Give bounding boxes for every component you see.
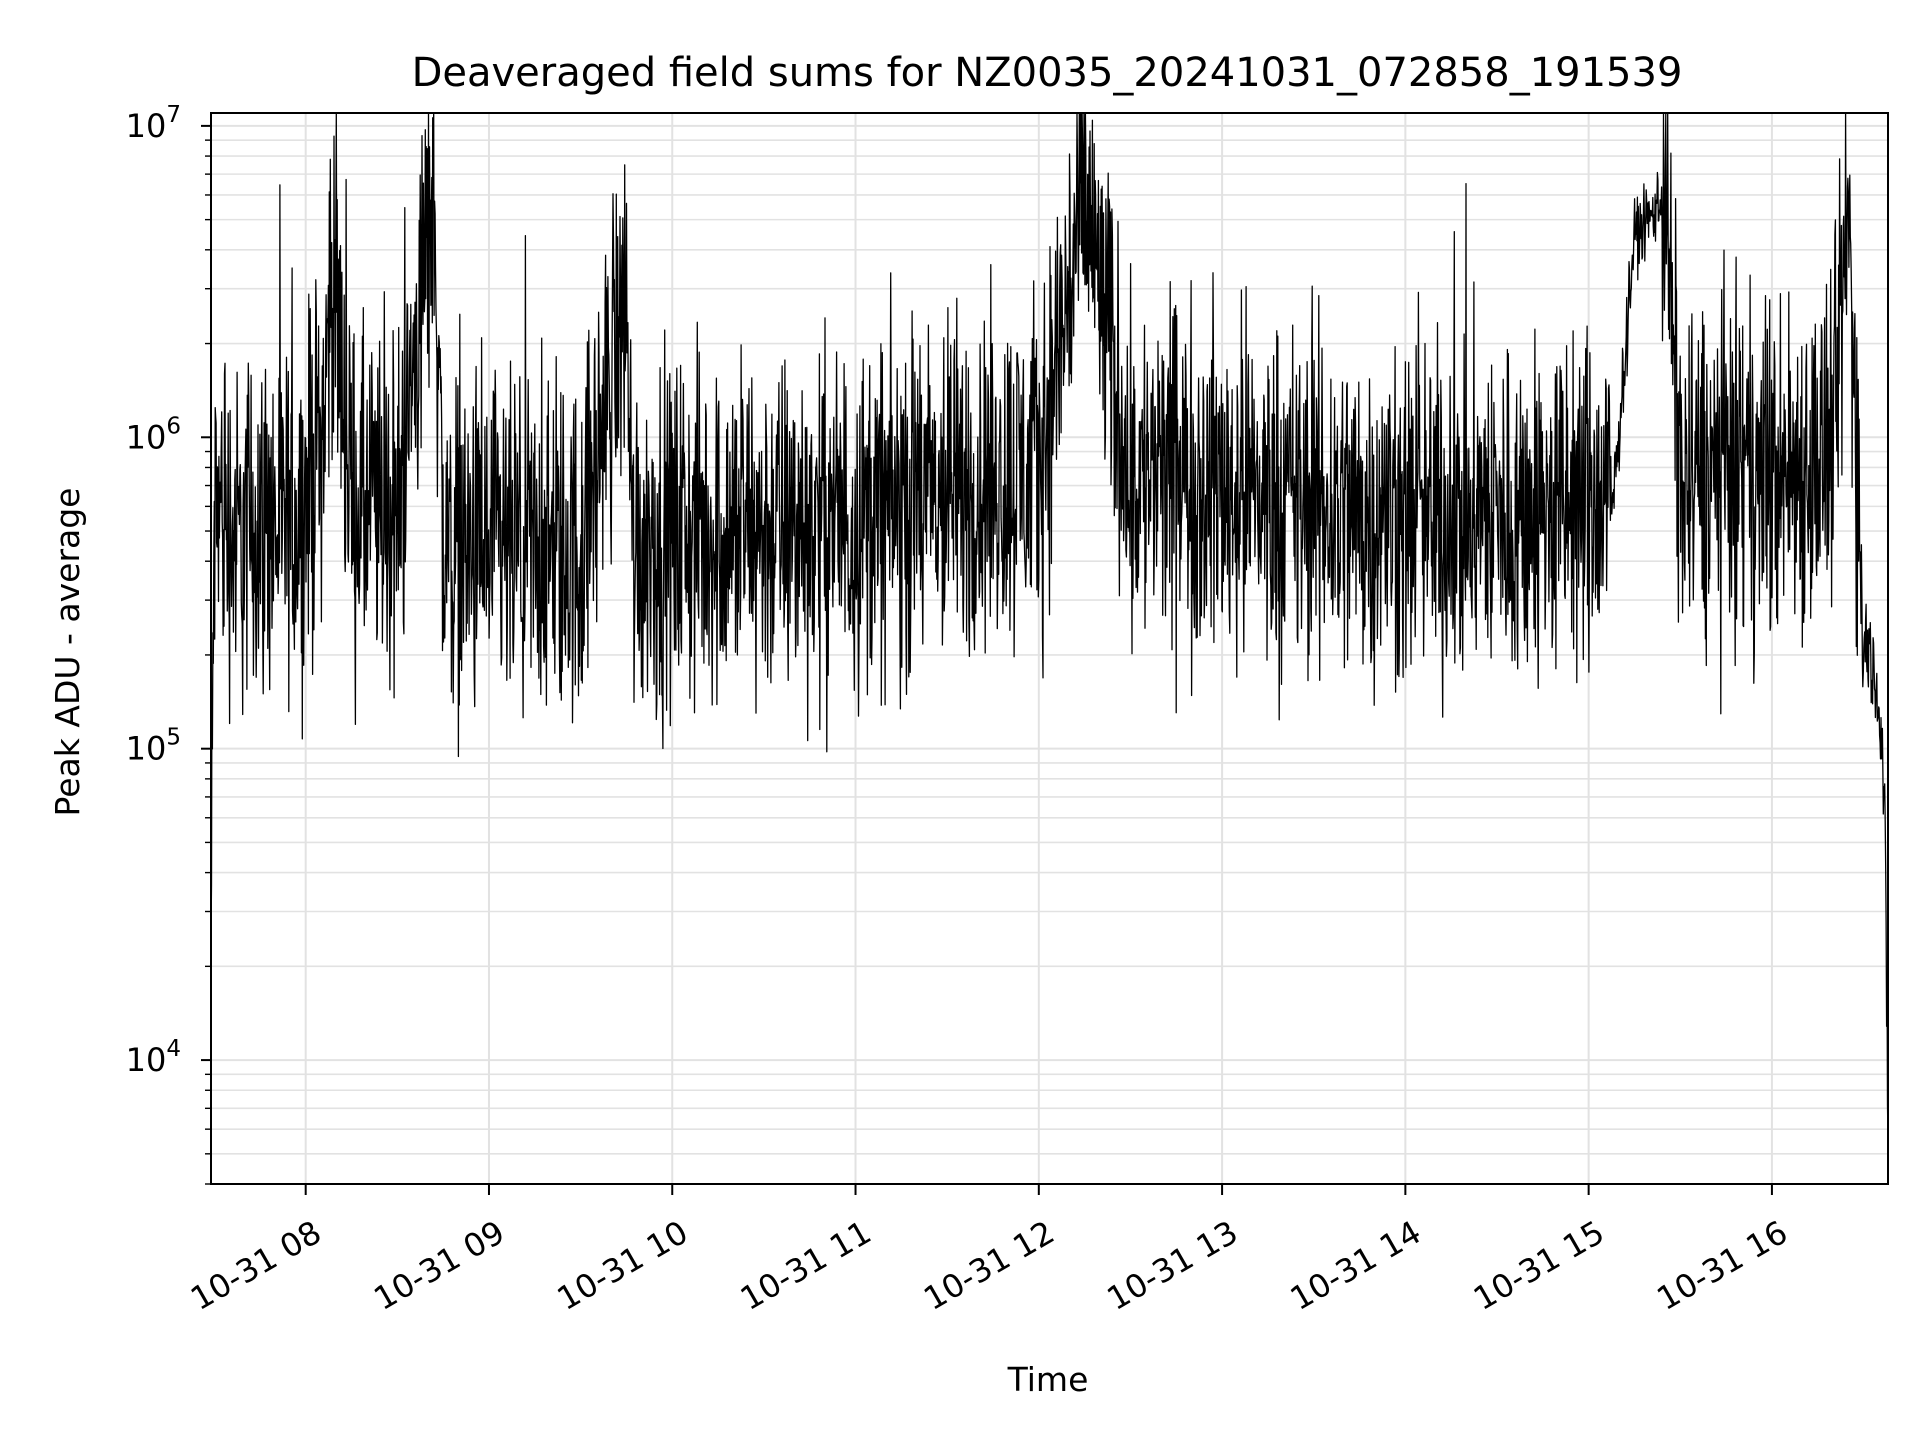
axis-ticks: [201, 124, 1773, 1195]
y-tick-exponent: 5: [166, 725, 181, 751]
plot-frame: [210, 112, 1889, 1185]
y-tick-exponent: 6: [166, 413, 181, 439]
y-tick-base: 10: [126, 730, 167, 768]
chart-title: Deaveraged field sums for NZ0035_2024103…: [412, 50, 1683, 96]
y-tick-label: 107: [126, 102, 181, 145]
y-tick-exponent: 7: [166, 102, 181, 128]
y-tick-base: 10: [126, 418, 167, 456]
y-tick-base: 10: [126, 1041, 167, 1079]
y-axis-label: Peak ADU - average: [48, 488, 87, 817]
y-tick-label: 106: [126, 413, 181, 456]
y-tick-label: 104: [126, 1036, 181, 1079]
y-tick-base: 10: [126, 107, 167, 145]
y-tick-label: 105: [126, 725, 181, 768]
y-tick-exponent: 4: [166, 1036, 181, 1062]
x-axis-label: Time: [1007, 1360, 1089, 1399]
